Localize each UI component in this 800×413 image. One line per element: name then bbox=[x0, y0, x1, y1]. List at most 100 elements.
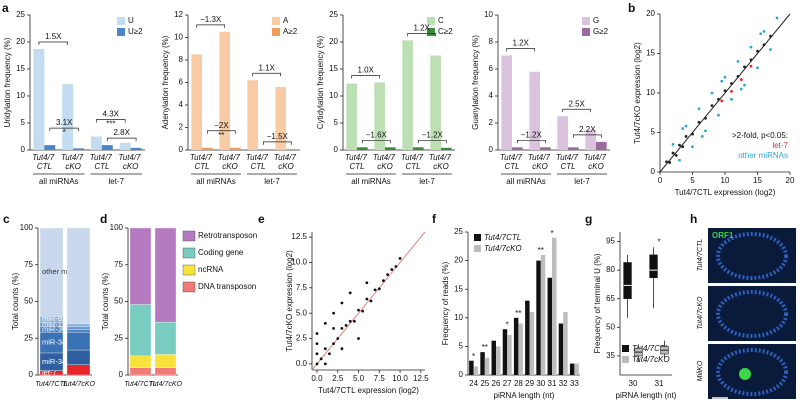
group-label: let-7 bbox=[264, 177, 280, 186]
y-tick-label: 10 bbox=[329, 91, 338, 100]
y-tick-label: 6 bbox=[179, 78, 184, 87]
x-tick-label: 10 bbox=[721, 176, 730, 185]
bar-segment bbox=[66, 323, 91, 327]
point bbox=[749, 58, 753, 62]
point bbox=[691, 132, 694, 136]
point bbox=[762, 29, 766, 33]
annotation: 2.2X bbox=[579, 125, 596, 134]
y-axis-label: Total counts (%) bbox=[101, 272, 110, 330]
point bbox=[348, 291, 352, 295]
bar bbox=[346, 83, 357, 150]
bracket bbox=[572, 134, 602, 138]
legend-label: G≥2 bbox=[593, 27, 609, 36]
y-tick-label: 6 bbox=[489, 64, 494, 73]
segment-label: miR-92a bbox=[42, 314, 71, 323]
point bbox=[700, 135, 704, 138]
point bbox=[386, 273, 390, 277]
y-tick-label: 10 bbox=[454, 313, 463, 322]
bracket bbox=[516, 139, 546, 144]
point bbox=[691, 145, 694, 149]
bar bbox=[469, 360, 474, 375]
point bbox=[697, 120, 701, 124]
y-tick-label: 25 bbox=[454, 227, 463, 236]
annotation: −1.2X bbox=[422, 130, 444, 139]
x-tick-label: 31 bbox=[655, 379, 664, 388]
bar bbox=[62, 84, 74, 150]
x-tick-label: 31 bbox=[548, 379, 557, 388]
bar bbox=[574, 363, 579, 375]
x-tick-label: Tut4/7 CTL bbox=[190, 153, 214, 171]
x-tick-label: 29 bbox=[525, 379, 534, 388]
annotation: * bbox=[472, 352, 475, 361]
x-tick-label: 25 bbox=[480, 379, 489, 388]
point bbox=[681, 145, 685, 149]
legend-label: C≥2 bbox=[438, 27, 453, 36]
bracket bbox=[38, 41, 69, 46]
x-tick-label: 28 bbox=[514, 379, 523, 388]
point bbox=[665, 160, 668, 164]
point bbox=[717, 97, 720, 101]
legend-swatch bbox=[582, 28, 590, 36]
point bbox=[340, 301, 344, 305]
bracket bbox=[196, 24, 226, 28]
y-tick-label: 5.0 bbox=[296, 308, 308, 317]
bar-segment bbox=[154, 321, 177, 355]
group-label: all miRNAs bbox=[351, 177, 391, 186]
y-tick-label: 8 bbox=[179, 55, 184, 64]
x-tick-label: Tut4/7 CTL bbox=[401, 153, 425, 171]
legend-label: let-7 bbox=[772, 141, 788, 150]
x-tick-label: 30 bbox=[629, 379, 638, 388]
annotation: * bbox=[506, 320, 509, 329]
point bbox=[323, 321, 327, 325]
point bbox=[730, 82, 733, 85]
bar bbox=[374, 82, 385, 150]
y-tick-label: 2.5 bbox=[296, 334, 308, 343]
point bbox=[678, 158, 681, 162]
bracket bbox=[106, 137, 137, 142]
y-tick-label: 20 bbox=[329, 37, 338, 46]
group-label: let-7 bbox=[108, 177, 124, 186]
bar bbox=[130, 147, 142, 150]
x-tick-label: 26 bbox=[492, 379, 501, 388]
x-tick-label: 5 bbox=[690, 176, 695, 185]
legend-swatch bbox=[182, 230, 196, 242]
point bbox=[717, 113, 720, 117]
bar bbox=[44, 145, 56, 150]
annotation: ** bbox=[515, 309, 521, 318]
bar bbox=[529, 312, 535, 375]
y-tick-label: 80 bbox=[606, 265, 615, 274]
bracket bbox=[361, 139, 391, 144]
point bbox=[697, 107, 701, 111]
point bbox=[319, 357, 323, 361]
annotation: −2X bbox=[214, 121, 229, 130]
point bbox=[743, 83, 746, 87]
bar bbox=[529, 71, 540, 150]
bar-segment bbox=[66, 349, 91, 365]
bar-segment bbox=[129, 355, 152, 368]
point bbox=[739, 87, 743, 91]
y-tick-label: 75 bbox=[24, 260, 33, 269]
point bbox=[365, 281, 369, 285]
point bbox=[352, 319, 356, 323]
annotation: 1.5X bbox=[45, 32, 62, 41]
y-tick-label: 10 bbox=[646, 88, 655, 97]
y-tick-label: 20 bbox=[646, 9, 655, 18]
panel-letter: a bbox=[2, 1, 9, 15]
point bbox=[681, 127, 685, 130]
micrograph bbox=[708, 344, 796, 399]
bar bbox=[585, 129, 596, 150]
bar bbox=[491, 340, 496, 375]
bar-segment bbox=[129, 227, 152, 305]
bar bbox=[513, 317, 519, 375]
legend-label: Tut4/7CTL bbox=[484, 233, 521, 242]
panel-letter: e bbox=[258, 212, 265, 226]
bracket bbox=[407, 33, 437, 37]
bar bbox=[536, 260, 541, 375]
bar-segment bbox=[154, 354, 177, 368]
x-tick-label: Tut4/7 cKO bbox=[528, 153, 552, 171]
point bbox=[323, 362, 327, 366]
point bbox=[704, 116, 707, 120]
legend-label: Tut4/7cKO bbox=[484, 244, 522, 253]
annotation: −1.5X bbox=[267, 132, 289, 141]
